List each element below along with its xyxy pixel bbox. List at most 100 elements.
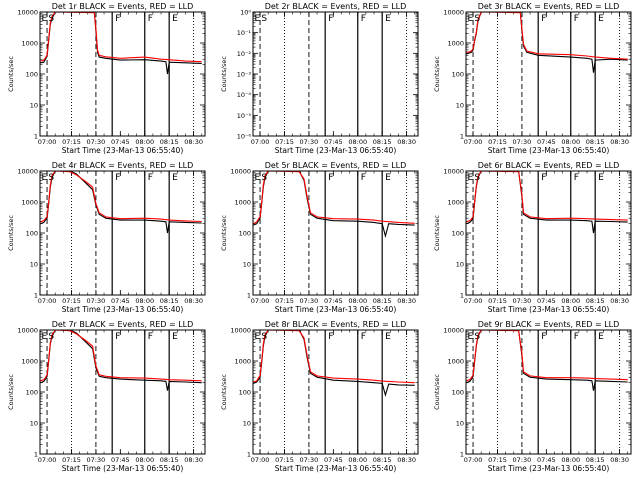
detector-panel-6: Det 6r BLACK = Events, RED = LLD Counts/s… xyxy=(433,161,632,314)
x-tick-label: 08:15 xyxy=(160,456,179,464)
marker-annotation: S xyxy=(474,14,480,24)
marker-annotation: E xyxy=(468,332,474,342)
x-tick-label: 08:00 xyxy=(135,297,154,305)
series-lld-line xyxy=(40,330,202,382)
panel-title: Det 4r BLACK = Events, RED = LLD xyxy=(52,161,194,170)
y-tick-label: 1000 xyxy=(447,358,464,366)
x-tick-label: 07:30 xyxy=(87,297,106,305)
y-tick-label: 1000 xyxy=(447,199,464,207)
panel-title: Det 7r BLACK = Events, RED = LLD xyxy=(52,320,194,329)
series-lld-line xyxy=(466,171,628,223)
marker-annotation: F xyxy=(328,14,333,24)
y-axis-label: Counts/sec xyxy=(220,374,228,410)
panel-title: Det 2r BLACK = Events, RED = LLD xyxy=(265,2,407,11)
x-tick-label: 08:30 xyxy=(610,297,629,305)
x-tick-label: 07:45 xyxy=(324,138,343,146)
x-tick-label: 07:00 xyxy=(251,297,270,305)
panel-title: Det 9r BLACK = Events, RED = LLD xyxy=(478,320,620,329)
x-axis-label: Start Time (23-Mar-13 06:55:40) xyxy=(62,464,184,473)
y-tick-label: 10 xyxy=(456,102,464,110)
y-tick-label: 1 xyxy=(247,451,251,459)
y-tick-label: 1 xyxy=(460,133,464,141)
x-tick-label: 07:15 xyxy=(488,138,507,146)
y-axis-label: Counts/sec xyxy=(7,56,15,92)
y-tick-label: 10 xyxy=(456,420,464,428)
y-tick-label: 100 xyxy=(26,71,38,79)
x-tick-label: 07:15 xyxy=(275,456,294,464)
marker-annotation: F xyxy=(148,173,153,183)
y-tick-label: 10000 xyxy=(443,327,464,335)
y-tick-label: 10000 xyxy=(230,327,251,335)
marker-annotation: E xyxy=(172,332,178,342)
detector-panel-3: Det 3r BLACK = Events, RED = LLD Counts/s… xyxy=(433,2,632,155)
x-tick-label: 08:30 xyxy=(610,456,629,464)
marker-annotation: S xyxy=(48,14,54,24)
x-tick-label: 08:15 xyxy=(160,138,179,146)
marker-annotation: F xyxy=(328,332,333,342)
x-tick-label: 07:30 xyxy=(87,138,106,146)
y-axis-label: Counts/sec xyxy=(7,374,15,410)
detector-panel-4: Det 4r BLACK = Events, RED = LLD Counts/s… xyxy=(7,161,206,314)
x-tick-label: 08:00 xyxy=(561,456,580,464)
marker-annotation: E xyxy=(598,173,604,183)
x-tick-label: 08:30 xyxy=(184,456,203,464)
marker-annotation: E xyxy=(598,14,604,24)
detector-panels-grid: Det 1r BLACK = Events, RED = LLD Counts/s… xyxy=(7,2,632,473)
y-tick-label: 10⁻⁶ xyxy=(237,133,252,141)
y-tick-label: 100 xyxy=(452,389,464,397)
x-tick-label: 07:00 xyxy=(464,138,483,146)
y-tick-label: 100 xyxy=(452,71,464,79)
x-tick-label: 07:45 xyxy=(324,297,343,305)
plot-frame xyxy=(252,329,419,455)
marker-annotation: S xyxy=(261,332,267,342)
x-tick-label: 07:30 xyxy=(513,297,532,305)
marker-annotation: F xyxy=(541,173,546,183)
x-tick-label: 08:00 xyxy=(348,138,367,146)
series-lld-line xyxy=(253,330,415,384)
x-tick-label: 07:15 xyxy=(62,138,81,146)
marker-annotation: E xyxy=(598,332,604,342)
x-tick-label: 07:00 xyxy=(251,138,270,146)
y-axis-label: Counts/sec xyxy=(220,56,228,92)
plot-frame xyxy=(465,170,632,296)
y-tick-label: 10⁰ xyxy=(240,9,251,17)
y-tick-label: 10000 xyxy=(443,9,464,17)
y-tick-label: 1000 xyxy=(234,199,251,207)
x-tick-label: 07:00 xyxy=(464,456,483,464)
y-tick-label: 1 xyxy=(34,133,38,141)
x-tick-label: 08:15 xyxy=(586,456,605,464)
x-tick-label: 08:30 xyxy=(397,456,416,464)
y-tick-label: 1000 xyxy=(447,40,464,48)
panel-title: Det 3r BLACK = Events, RED = LLD xyxy=(478,2,620,11)
x-tick-label: 07:30 xyxy=(300,138,319,146)
y-tick-label: 10000 xyxy=(17,327,38,335)
marker-annotation: E xyxy=(42,173,48,183)
x-tick-label: 08:30 xyxy=(184,297,203,305)
x-tick-label: 08:00 xyxy=(561,297,580,305)
y-tick-label: 10000 xyxy=(443,168,464,176)
series-lld-line xyxy=(466,12,628,60)
x-tick-label: 07:15 xyxy=(275,297,294,305)
marker-annotation: F xyxy=(541,332,546,342)
series-lld-line xyxy=(253,171,415,225)
series-lld-line xyxy=(466,330,628,382)
x-tick-label: 07:45 xyxy=(537,456,556,464)
x-tick-label: 08:00 xyxy=(561,138,580,146)
y-tick-label: 1 xyxy=(460,292,464,300)
marker-annotation: E xyxy=(468,173,474,183)
y-tick-label: 10 xyxy=(30,261,38,269)
y-tick-label: 1 xyxy=(34,451,38,459)
marker-annotation: F xyxy=(361,173,366,183)
y-tick-label: 10000 xyxy=(17,9,38,17)
y-tick-label: 10000 xyxy=(230,168,251,176)
x-tick-label: 08:30 xyxy=(184,138,203,146)
x-tick-label: 08:15 xyxy=(373,138,392,146)
x-axis-label: Start Time (23-Mar-13 06:55:40) xyxy=(488,464,610,473)
x-tick-label: 08:00 xyxy=(135,456,154,464)
marker-annotation: E xyxy=(255,332,261,342)
x-tick-label: 08:00 xyxy=(348,297,367,305)
marker-annotation: E xyxy=(255,173,261,183)
detector-panel-7: Det 7r BLACK = Events, RED = LLD Counts/s… xyxy=(7,320,206,473)
